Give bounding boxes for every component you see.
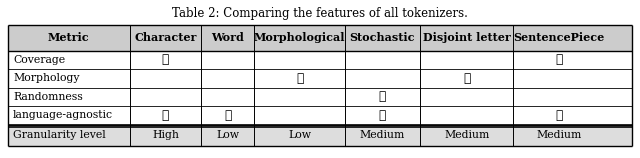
Text: ✓: ✓ bbox=[296, 72, 303, 85]
Text: High: High bbox=[152, 130, 179, 140]
Bar bbox=[8, 125, 632, 146]
Text: Word: Word bbox=[212, 32, 244, 43]
Text: ✓: ✓ bbox=[162, 109, 169, 122]
Text: ✓: ✓ bbox=[555, 109, 563, 122]
Text: Morphological: Morphological bbox=[254, 32, 346, 43]
Text: ✓: ✓ bbox=[379, 90, 386, 103]
Text: Character: Character bbox=[134, 32, 196, 43]
Text: Stochastic: Stochastic bbox=[349, 32, 415, 43]
Text: Randomness: Randomness bbox=[13, 92, 83, 102]
Text: ✓: ✓ bbox=[224, 109, 232, 122]
Text: Morphology: Morphology bbox=[13, 73, 79, 83]
Text: Medium: Medium bbox=[360, 130, 405, 140]
Bar bbox=[8, 25, 632, 51]
Text: SentencePiece: SentencePiece bbox=[513, 32, 604, 43]
Text: language-agnostic: language-agnostic bbox=[13, 110, 113, 120]
Text: Low: Low bbox=[216, 130, 239, 140]
Text: Metric: Metric bbox=[48, 32, 90, 43]
Text: ✓: ✓ bbox=[555, 53, 563, 66]
Text: Medium: Medium bbox=[536, 130, 581, 140]
Text: Granularity level: Granularity level bbox=[13, 130, 106, 140]
Text: Low: Low bbox=[288, 130, 311, 140]
Text: Coverage: Coverage bbox=[13, 55, 65, 65]
Text: Disjoint letter: Disjoint letter bbox=[423, 32, 511, 43]
Text: Medium: Medium bbox=[444, 130, 489, 140]
Text: ✓: ✓ bbox=[162, 53, 169, 66]
Text: ✓: ✓ bbox=[463, 72, 470, 85]
Text: Table 2: Comparing the features of all tokenizers.: Table 2: Comparing the features of all t… bbox=[172, 7, 468, 20]
Text: ✓: ✓ bbox=[379, 109, 386, 122]
